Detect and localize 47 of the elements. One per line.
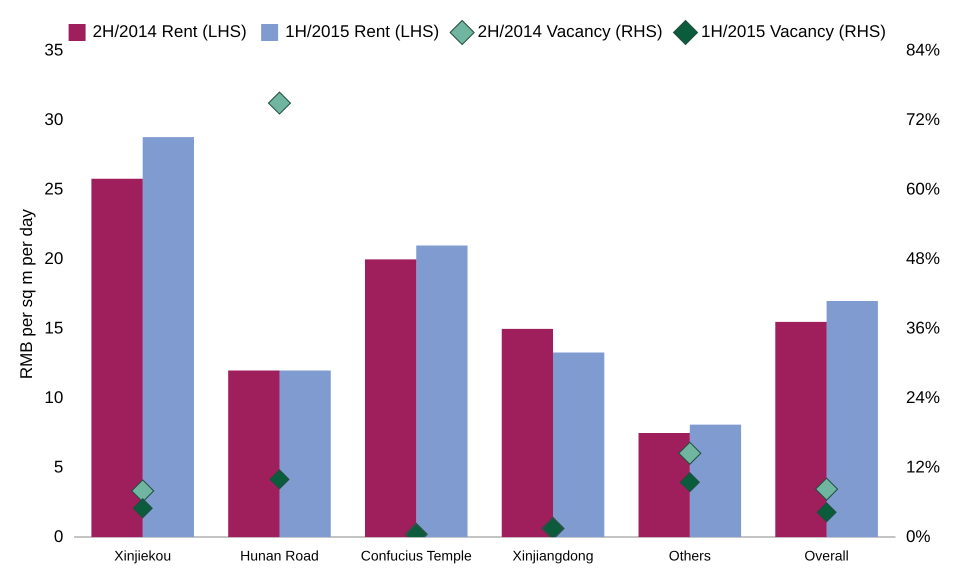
y-axis-title: RMB per sq m per day: [16, 208, 36, 380]
point: [268, 92, 291, 115]
point: [680, 472, 700, 492]
x-tick-label: Others: [668, 547, 711, 564]
bar: [279, 370, 331, 538]
bar: [690, 424, 742, 538]
y2-tick-label: 36%: [906, 318, 940, 338]
legend-label: 2H/2014 Rent (LHS): [92, 22, 247, 42]
y-tick-label: 35: [44, 40, 64, 60]
y-tick-label: 10: [44, 388, 64, 407]
point: [131, 479, 154, 502]
legend-label: 2H/2014 Vacancy (RHS): [478, 22, 663, 42]
bar: [228, 370, 280, 538]
y-tick-label: 30: [44, 110, 64, 130]
x-tick-label: Xinjiangdong: [512, 547, 594, 564]
y2-tick-label: 48%: [906, 249, 940, 268]
x-tick-label: Xinjiekou: [114, 547, 172, 564]
y2-tick-label: 72%: [906, 110, 940, 130]
point: [815, 478, 838, 501]
y2-tick-label: 0%: [906, 526, 931, 546]
y2-tick-label: 60%: [906, 180, 940, 199]
legend-label: 1H/2015 Rent (LHS): [285, 22, 440, 42]
x-tick-label: Hunan Road: [240, 547, 319, 564]
bar: [502, 328, 554, 538]
bar: [826, 301, 878, 538]
y-tick-label: 25: [44, 180, 64, 199]
y-tick-label: 5: [54, 457, 64, 476]
point: [816, 502, 837, 522]
point: [269, 469, 290, 490]
bar: [91, 178, 143, 538]
point: [132, 498, 153, 518]
y-tick-label: 15: [44, 318, 64, 338]
x-tick-label: Overall: [804, 547, 849, 564]
y2-tick-label: 12%: [906, 457, 940, 476]
legend-label: 1H/2015 Vacancy (RHS): [701, 22, 886, 42]
bar: [775, 322, 827, 538]
bar: [416, 245, 468, 538]
bar: [638, 433, 690, 538]
y-tick-label: 0: [54, 526, 64, 546]
point: [678, 442, 702, 465]
y-tick-label: 20: [44, 249, 64, 268]
bar: [553, 352, 604, 538]
x-tick-label: Confucius Temple: [360, 547, 472, 564]
y2-tick-label: 24%: [906, 388, 940, 407]
y2-tick-label: 84%: [906, 40, 940, 60]
bar: [364, 259, 416, 538]
bar: [142, 137, 194, 538]
